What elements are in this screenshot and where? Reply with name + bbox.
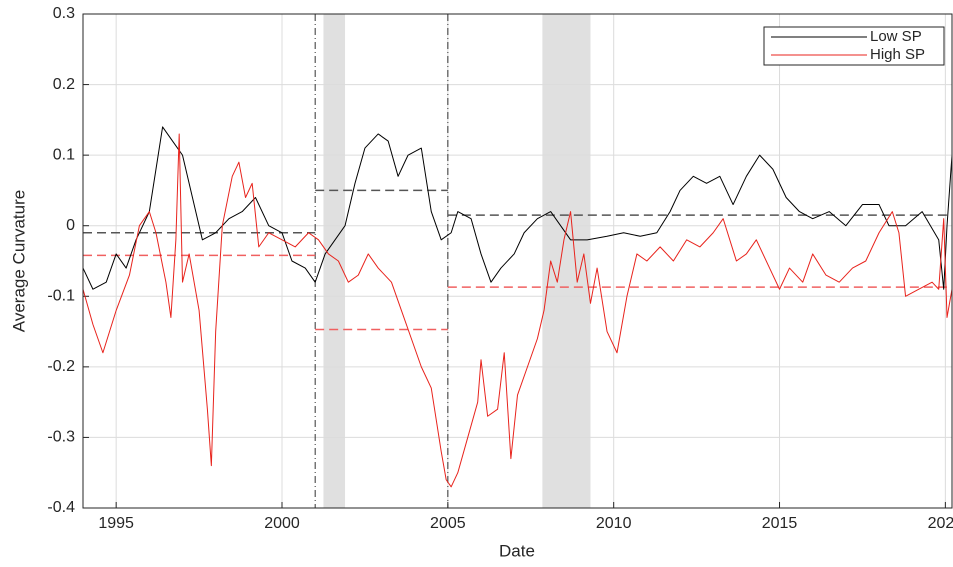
legend-label: Low SP	[870, 28, 922, 45]
y-tick-label: 0.1	[53, 146, 75, 163]
x-tick-label: 2010	[596, 515, 632, 532]
plot-frame	[82, 13, 953, 509]
shaded-period	[323, 14, 346, 508]
y-tick-label: -0.2	[47, 358, 75, 375]
x-tick-label: 2000	[264, 515, 300, 532]
x-tick-label: 2015	[762, 515, 798, 532]
shaded-period	[542, 14, 591, 508]
y-tick-label: 0.2	[53, 76, 75, 93]
x-tick-label: 2005	[430, 515, 466, 532]
x-axis-label: Date	[499, 541, 535, 560]
legend-box	[763, 26, 945, 66]
series-line	[82, 126, 953, 290]
y-axis-label: Average Curvature	[9, 190, 28, 332]
y-tick-label: -0.4	[47, 499, 75, 516]
legend-label: High SP	[870, 46, 925, 63]
y-tick-label: 0	[66, 217, 75, 234]
y-tick-label: -0.1	[47, 288, 75, 305]
series-line	[82, 133, 953, 488]
x-tick-label: 1995	[98, 515, 134, 532]
y-tick-label: -0.3	[47, 429, 75, 446]
y-tick-label: 0.3	[53, 5, 75, 22]
